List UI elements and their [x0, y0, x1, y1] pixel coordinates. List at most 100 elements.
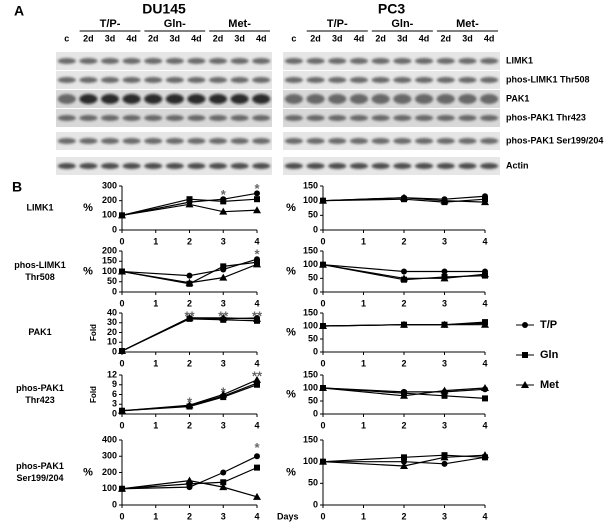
marker	[319, 384, 327, 391]
band	[284, 58, 303, 64]
y-axis-label: Fold	[89, 386, 98, 403]
lane-label: c	[291, 33, 296, 43]
band	[436, 77, 455, 83]
x-tick-label: 0	[119, 511, 124, 521]
marker	[440, 453, 449, 461]
band	[414, 77, 434, 83]
band	[208, 94, 228, 104]
band	[480, 163, 499, 169]
y-axis-label: %	[286, 326, 296, 338]
marker	[441, 392, 448, 399]
series-line	[322, 264, 486, 279]
lane-label: 4d	[419, 33, 430, 43]
y-axis-label: %	[286, 202, 296, 214]
x-tick-label: 0	[320, 358, 325, 368]
band	[252, 94, 271, 104]
x-tick-label: 4	[254, 298, 259, 308]
band	[144, 138, 163, 144]
band	[371, 77, 390, 83]
significance-mark: *	[254, 440, 260, 455]
band	[414, 138, 434, 144]
band	[122, 138, 141, 144]
band	[57, 58, 76, 64]
band	[100, 138, 120, 144]
x-tick-label: 3	[221, 358, 226, 368]
band	[371, 163, 390, 169]
band	[328, 138, 347, 144]
band	[100, 77, 120, 83]
y-tick-label: 0	[112, 499, 117, 509]
band	[230, 163, 249, 169]
marker	[319, 457, 327, 465]
y-axis-label: %	[286, 388, 296, 400]
group-label: Met-	[228, 18, 251, 30]
band	[144, 115, 163, 121]
marker	[253, 375, 261, 383]
marker	[253, 206, 261, 214]
significance-mark: **	[252, 308, 263, 323]
y-tick-label: 40	[107, 307, 117, 317]
band	[79, 94, 98, 104]
band	[252, 58, 271, 64]
marker	[400, 274, 408, 282]
marker	[319, 322, 327, 329]
x-tick-label: 1	[153, 358, 158, 368]
significance-mark: *	[254, 246, 260, 261]
significance-mark: *	[254, 181, 260, 196]
band	[165, 77, 184, 83]
x-tick-label: 2	[187, 236, 192, 246]
x-axis-label: Days	[277, 511, 299, 521]
band	[165, 94, 184, 104]
y-tick-label: 150	[303, 307, 318, 317]
marker	[253, 314, 261, 322]
band	[349, 94, 369, 104]
marker	[220, 263, 227, 270]
band	[393, 94, 412, 104]
series-line	[121, 480, 258, 498]
series-line	[121, 317, 258, 352]
significance-mark: **	[218, 308, 229, 323]
marker	[440, 386, 449, 394]
band	[208, 163, 228, 169]
band	[436, 94, 455, 104]
protein-label: phos-PAK1 Ser199/204	[506, 135, 603, 145]
lane-label: 3d	[105, 33, 116, 43]
marker	[441, 268, 448, 275]
protein-label: phos-LIMK1 Thr508	[506, 74, 590, 84]
y-tick-label: 200	[102, 195, 117, 205]
marker	[400, 193, 408, 201]
x-tick-label: 0	[320, 298, 325, 308]
y-tick-label: 30	[107, 317, 117, 327]
y-tick-label: 0	[313, 499, 318, 509]
marker	[219, 273, 228, 281]
lane-label: 4d	[484, 33, 495, 43]
x-tick-label: 4	[482, 298, 487, 308]
y-tick-label: 100	[303, 456, 318, 466]
protein-label: LIMK1	[506, 55, 533, 65]
marker	[440, 196, 449, 204]
lane-label: 4d	[126, 33, 137, 43]
x-tick-label: 3	[442, 420, 447, 430]
band	[436, 138, 455, 144]
marker	[220, 479, 227, 486]
y-tick-label: 20	[107, 327, 117, 337]
band	[252, 77, 271, 83]
marker	[401, 454, 407, 461]
x-tick-label: 4	[482, 420, 487, 430]
x-tick-label: 0	[119, 358, 124, 368]
band	[480, 77, 499, 83]
marker	[254, 190, 260, 197]
band	[371, 58, 390, 64]
band	[230, 77, 249, 83]
protein-label: PAK1	[506, 93, 529, 103]
marker	[319, 260, 327, 268]
y-tick-label: 9	[112, 379, 117, 389]
marker	[185, 313, 194, 321]
x-tick-label: 3	[442, 298, 447, 308]
marker	[118, 267, 126, 275]
band	[306, 138, 325, 144]
marker	[185, 278, 194, 286]
series-line	[121, 467, 258, 490]
y-tick-label: 150	[102, 256, 117, 266]
lane-label: 3d	[397, 33, 408, 43]
